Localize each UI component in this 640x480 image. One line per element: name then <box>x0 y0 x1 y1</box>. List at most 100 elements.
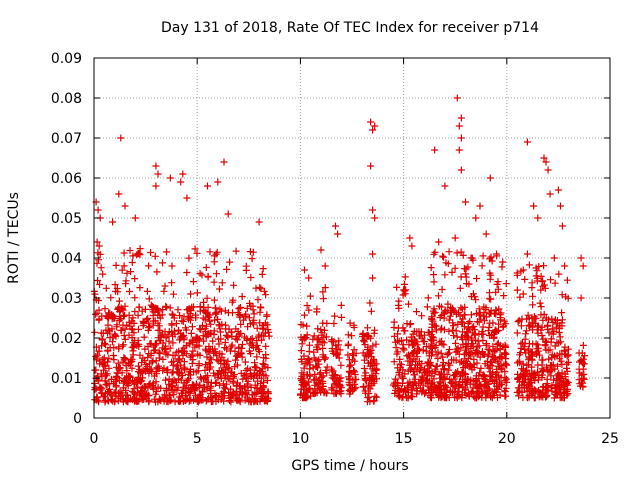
data-point <box>306 341 313 349</box>
data-point <box>390 324 398 331</box>
data-point <box>185 254 193 262</box>
data-point <box>199 314 207 322</box>
data-point <box>471 349 479 357</box>
data-point <box>243 337 251 344</box>
data-point <box>487 393 495 401</box>
data-point <box>305 306 313 314</box>
data-point <box>119 395 127 403</box>
data-point <box>98 389 106 397</box>
data-point <box>250 316 258 324</box>
data-point <box>515 357 523 365</box>
data-point <box>200 307 208 314</box>
data-point <box>330 375 338 383</box>
data-point <box>430 271 438 279</box>
data-point <box>135 303 143 311</box>
data-point <box>528 348 536 356</box>
data-point <box>537 303 545 311</box>
data-point <box>443 351 451 359</box>
data-point <box>216 325 224 333</box>
data-point <box>318 338 326 346</box>
data-point <box>184 376 191 384</box>
data-point <box>194 367 202 375</box>
data-point <box>391 389 399 397</box>
data-point <box>348 332 355 340</box>
data-point <box>98 342 106 350</box>
data-point <box>364 324 371 332</box>
data-point <box>151 252 159 260</box>
data-point <box>547 276 554 284</box>
data-point <box>349 350 357 358</box>
data-point <box>451 234 459 242</box>
data-point <box>496 342 504 350</box>
data-point <box>500 292 508 300</box>
data-point <box>160 287 168 295</box>
data-point <box>372 366 380 374</box>
data-point <box>552 323 560 331</box>
data-point <box>392 375 400 383</box>
data-point <box>579 262 587 270</box>
data-point <box>412 338 420 346</box>
data-point <box>555 270 563 278</box>
data-point <box>529 301 537 309</box>
data-point <box>156 311 164 319</box>
data-point <box>459 328 466 336</box>
data-point <box>514 375 522 382</box>
data-point <box>175 326 182 334</box>
data-point <box>444 300 452 308</box>
data-point <box>238 353 246 361</box>
data-point <box>516 359 524 367</box>
data-point <box>155 348 163 356</box>
data-point <box>108 392 116 400</box>
data-point <box>525 354 533 362</box>
data-point <box>473 343 481 351</box>
data-point <box>178 317 186 325</box>
data-point <box>441 182 449 190</box>
data-point <box>519 360 527 368</box>
data-point <box>411 371 419 379</box>
data-point <box>564 294 572 302</box>
data-point <box>118 369 126 377</box>
data-point <box>190 278 197 286</box>
data-point <box>117 134 125 142</box>
data-point <box>106 327 114 335</box>
data-point <box>212 348 220 356</box>
data-point <box>417 328 425 336</box>
data-point <box>259 324 267 332</box>
data-point <box>521 335 529 343</box>
data-point <box>94 249 102 257</box>
data-point <box>401 327 409 335</box>
data-point <box>367 307 375 315</box>
data-point <box>454 320 462 328</box>
data-point <box>168 321 176 329</box>
data-point <box>463 357 471 365</box>
data-point <box>247 336 255 343</box>
data-point <box>449 304 456 312</box>
data-point <box>525 392 533 399</box>
data-point <box>437 349 445 357</box>
data-point <box>303 331 311 339</box>
data-point <box>297 347 305 355</box>
data-point <box>216 285 223 293</box>
data-point <box>122 386 130 394</box>
data-point <box>165 380 173 388</box>
data-point <box>313 305 321 313</box>
data-point <box>371 214 379 222</box>
data-point <box>297 333 305 341</box>
data-point <box>489 369 497 377</box>
data-point <box>302 394 310 402</box>
data-point <box>198 271 206 279</box>
data-point <box>461 323 468 331</box>
data-point <box>401 280 408 288</box>
data-point <box>478 394 486 401</box>
data-point <box>399 375 407 382</box>
data-point <box>303 322 311 330</box>
data-point <box>545 355 553 363</box>
data-point <box>136 245 144 253</box>
data-point <box>193 335 201 343</box>
data-point <box>413 390 421 398</box>
data-point <box>459 340 467 348</box>
data-point <box>314 325 322 333</box>
data-point <box>349 376 357 384</box>
data-point <box>470 355 478 363</box>
data-point <box>534 341 542 349</box>
